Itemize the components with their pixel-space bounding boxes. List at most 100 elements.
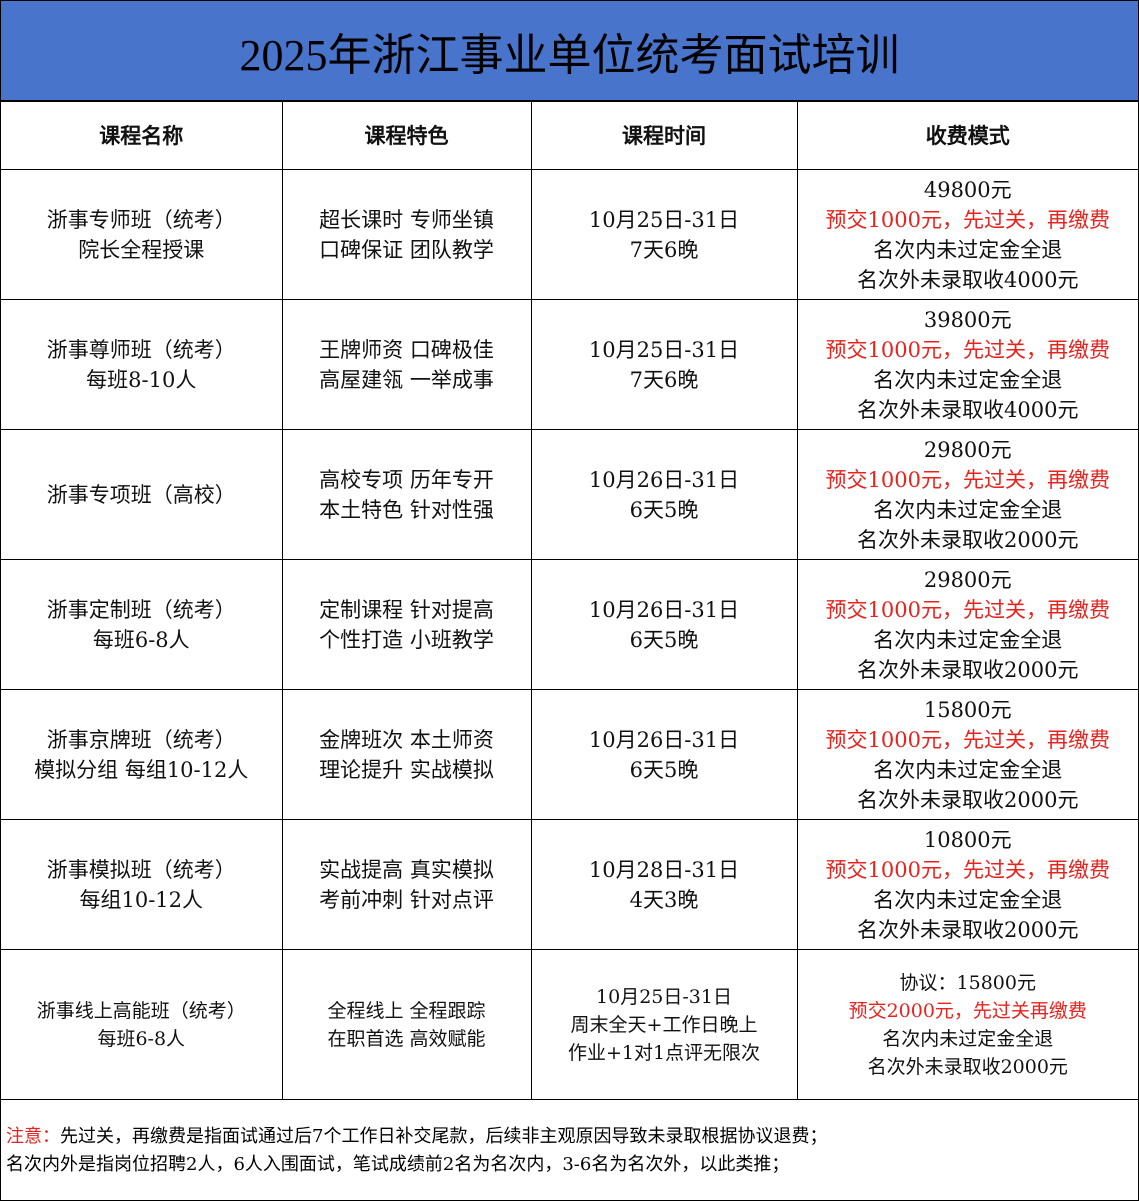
course-fee: 协议：15800元预交2000元，先过关再缴费 名次内未过定金全退 名次外未录取收2… <box>796 949 1138 1100</box>
course-features-line: 王牌师资 口碑极佳 <box>319 337 494 362</box>
course-time: 10月26日-31日 6天5晚 <box>530 689 798 820</box>
course-features-line: 本土特色 针对性强 <box>319 497 494 522</box>
course-features-line: 高屋建瓴 一举成事 <box>319 367 494 392</box>
course-time-line: 10月28日-31日 <box>588 857 740 882</box>
fee-price: 15800元 <box>923 697 1012 722</box>
course-time-line: 10月26日-31日 <box>588 467 740 492</box>
course-name: 浙事线上高能班（统考） 每班6-8人 <box>1 949 283 1100</box>
course-features: 金牌班次 本土师资 理论提升 实战模拟 <box>281 689 532 820</box>
fee-refund-out: 名次外未录取收2000元 <box>867 1055 1068 1078</box>
course-fee: 49800元 预交1000元，先过关，再缴费 名次内未过定金全退 名次外未录取收400… <box>796 169 1138 300</box>
course-name-line: 浙事尊师班（统考） <box>46 337 236 362</box>
page-title: 2025年浙江事业单位统考面试培训 <box>1 1 1138 101</box>
course-fee: 10800元 预交1000元，先过关，再缴费 名次内未过定金全退 名次外未录取收200… <box>796 819 1138 950</box>
course-features-line: 超长课时 专师坐镇 <box>319 207 494 232</box>
course-time-line: 10月25日-31日 <box>596 985 732 1008</box>
fee-refund-in: 名次内未过定金全退 <box>873 497 1063 522</box>
course-name: 浙事模拟班（统考） 每组10-12人 <box>1 819 283 950</box>
fee-refund-out: 名次外未录取收4000元 <box>857 267 1079 292</box>
note-line-1: 注意：先过关，再缴费是指面试通过后7个工作日补交尾款，后续非主观原因导致未录取根… <box>6 1123 1138 1151</box>
course-time-line: 10月26日-31日 <box>588 597 740 622</box>
fee-refund-in: 名次内未过定金全退 <box>873 627 1063 652</box>
fee-prepay: 预交1000元，先过关，再缴费 <box>825 597 1110 622</box>
course-name-line: 浙事模拟班（统考） <box>46 857 236 882</box>
course-name-line: 浙事定制班（统考） <box>46 597 236 622</box>
table-row: 浙事模拟班（统考） 每组10-12人 实战提高 真实模拟 考前冲刺 针对点评 10月28… <box>1 819 1138 950</box>
course-name-line: 模拟分组 每组10-12人 <box>34 757 249 782</box>
course-time-line: 4天3晚 <box>629 887 699 912</box>
fee-prepay: 预交1000元，先过关，再缴费 <box>825 857 1110 882</box>
course-features: 超长课时 专师坐镇 口碑保证 团队教学 <box>281 169 532 300</box>
fee-refund-in: 名次内未过定金全退 <box>873 237 1063 262</box>
course-fee: 29800元预交1000元，先过关，再缴费 名次内未过定金全退 名次外未录取收200… <box>796 429 1138 560</box>
fee-price: 39800元 <box>923 307 1012 332</box>
fee-price: 协议：15800元 <box>899 971 1036 994</box>
course-features: 定制课程 针对提高 个性打造 小班教学 <box>281 559 532 690</box>
course-time-line: 6天5晚 <box>629 497 699 522</box>
course-name-line: 每班8-10人 <box>86 367 197 392</box>
header-fee: 收费模式 <box>796 101 1138 170</box>
note-text-1: 先过关，再缴费是指面试通过后7个工作日补交尾款，后续非主观原因导致未录取根据协议… <box>60 1125 828 1147</box>
course-name: 浙事尊师班（统考） 每班8-10人 <box>1 299 283 430</box>
fee-price: 10800元 <box>923 827 1012 852</box>
course-fee: 15800元预交1000元，先过关，再缴费 名次内未过定金全退 名次外未录取收200… <box>796 689 1138 820</box>
course-features-line: 定制课程 针对提高 <box>319 597 494 622</box>
fee-refund-out: 名次外未录取收2000元 <box>857 527 1079 552</box>
fee-price: 29800元 <box>923 437 1012 462</box>
course-table: 课程名称 课程特色 课程时间 收费模式 浙事专师班（统考） 院长全程授课 超长课时 … <box>1 101 1138 1100</box>
course-time: 10月28日-31日 4天3晚 <box>530 819 798 950</box>
course-features-line: 口碑保证 团队教学 <box>319 237 494 262</box>
course-time-line: 7天6晚 <box>629 367 699 392</box>
fee-prepay: 预交2000元，先过关再缴费 <box>848 999 1087 1022</box>
fee-prepay: 预交1000元，先过关，再缴费 <box>825 727 1110 752</box>
course-features: 全程线上 全程跟踪 在职首选 高效赋能 <box>281 949 532 1100</box>
course-time-line: 7天6晚 <box>629 237 699 262</box>
course-features-line: 全程线上 全程跟踪 <box>327 999 486 1022</box>
course-time: 10月26日-31日 6天5晚 <box>530 429 798 560</box>
fee-refund-out: 名次外未录取收2000元 <box>857 787 1079 812</box>
course-time-line: 10月25日-31日 <box>588 337 740 362</box>
course-name-line: 院长全程授课 <box>78 237 205 262</box>
fee-prepay: 预交1000元，先过关，再缴费 <box>825 337 1110 362</box>
notes: 注意：先过关，再缴费是指面试通过后7个工作日补交尾款，后续非主观原因导致未录取根… <box>1 1100 1138 1200</box>
course-time-line: 6天5晚 <box>629 757 699 782</box>
course-name: 浙事京牌班（统考） 模拟分组 每组10-12人 <box>1 689 283 820</box>
course-features: 王牌师资 口碑极佳 高屋建瓴 一举成事 <box>281 299 532 430</box>
header-course-name: 课程名称 <box>1 101 283 170</box>
course-name: 浙事专项班（高校） <box>1 429 283 560</box>
note-label: 注意： <box>6 1125 60 1147</box>
course-name-line: 浙事专师班（统考） <box>46 207 236 232</box>
course-name-line: 每组10-12人 <box>79 887 204 912</box>
course-name-line: 浙事线上高能班（统考） <box>36 999 246 1022</box>
course-time: 10月25日-31日周末全天+工作日晚上 作业+1对1点评无限次 <box>530 949 798 1100</box>
course-time-line: 周末全天+工作日晚上 <box>570 1013 758 1036</box>
fee-refund-in: 名次内未过定金全退 <box>873 887 1063 912</box>
header-row: 课程名称 课程特色 课程时间 收费模式 <box>1 101 1138 170</box>
fee-refund-out: 名次外未录取收2000元 <box>857 657 1079 682</box>
fee-refund-out: 名次外未录取收4000元 <box>857 397 1079 422</box>
course-time-line: 作业+1对1点评无限次 <box>567 1041 761 1064</box>
course-features: 实战提高 真实模拟 考前冲刺 针对点评 <box>281 819 532 950</box>
note-line-2: 名次内外是指岗位招聘2人，6人入围面试，笔试成绩前2名为名次内，3-6名为名次外… <box>6 1153 790 1175</box>
course-features-line: 个性打造 小班教学 <box>319 627 494 652</box>
fee-refund-in: 名次内未过定金全退 <box>873 757 1063 782</box>
header-time: 课程时间 <box>530 101 798 170</box>
table-row: 浙事京牌班（统考） 模拟分组 每组10-12人 金牌班次 本土师资 理论提升 实战模拟… <box>1 689 1138 820</box>
fee-price: 49800元 <box>923 177 1012 202</box>
course-time-line: 6天5晚 <box>629 627 699 652</box>
course-name-line: 浙事京牌班（统考） <box>46 727 236 752</box>
fee-price: 29800元 <box>923 567 1012 592</box>
fee-refund-in: 名次内未过定金全退 <box>882 1027 1054 1050</box>
table-row: 浙事定制班（统考） 每班6-8人 定制课程 针对提高 个性打造 小班教学 10月26日-… <box>1 559 1138 690</box>
course-name-line: 每班6-8人 <box>97 1027 186 1050</box>
course-name: 浙事定制班（统考） 每班6-8人 <box>1 559 283 690</box>
course-time: 10月25日-31日 7天6晚 <box>530 299 798 430</box>
course-time: 10月26日-31日 6天5晚 <box>530 559 798 690</box>
course-time-line: 10月25日-31日 <box>588 207 740 232</box>
fee-prepay: 预交1000元，先过关，再缴费 <box>825 467 1110 492</box>
course-time-line: 10月26日-31日 <box>588 727 740 752</box>
course-features-line: 金牌班次 本土师资 <box>319 727 494 752</box>
course-time: 10月25日-31日 7天6晚 <box>530 169 798 300</box>
course-features-line: 实战提高 真实模拟 <box>319 857 494 882</box>
